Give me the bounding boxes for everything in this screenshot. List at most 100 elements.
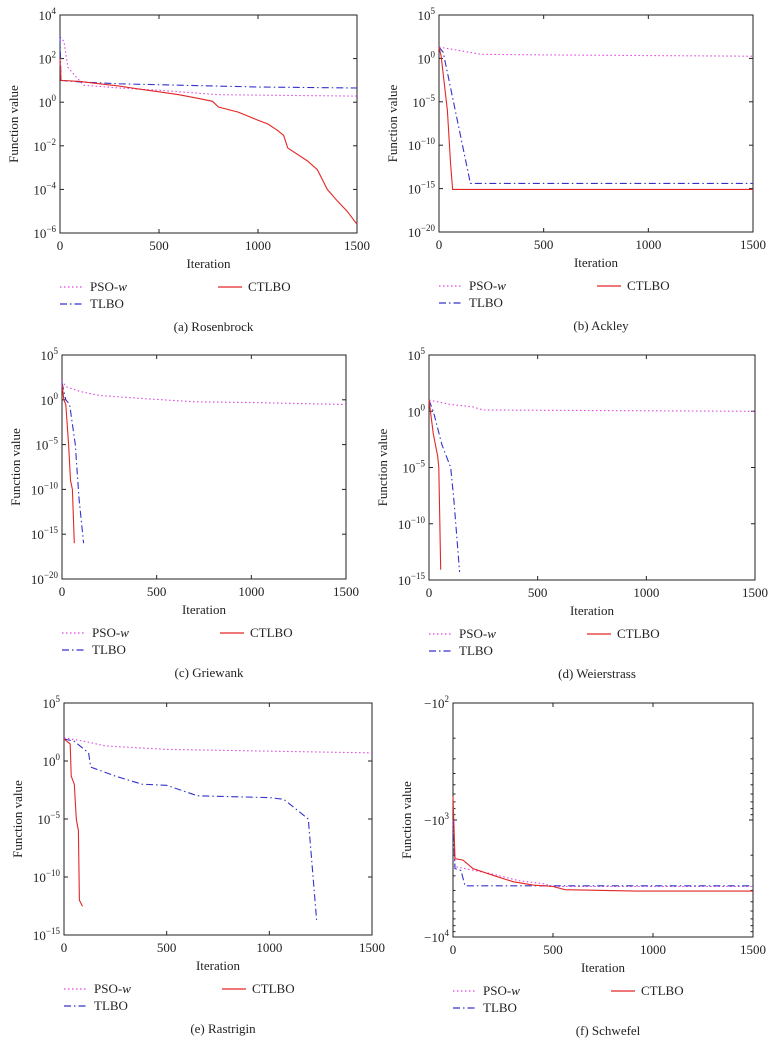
y-axis-label: Function value	[385, 84, 400, 162]
tick-label: 105	[41, 346, 59, 363]
tick-label: 10−5	[412, 93, 435, 110]
legend-label-pso-w: PSO-w	[92, 625, 129, 640]
legend-label-pso-w: PSO-w	[469, 278, 506, 293]
legend-label-pso-w: PSO-w	[459, 626, 496, 641]
tick-label: 100	[41, 391, 59, 408]
subplot-3: 0 500 1000 1500 105 100 10−5 10−10 10−15 10−20 Ite…	[8, 346, 359, 680]
subplot-2: 0 500 1000 1500 105 100 10−5 10−10 10−15 10−20 Ite…	[385, 6, 766, 333]
x-tick-label: 1000	[635, 237, 661, 252]
legend-label-tlbo: TLBO	[483, 1000, 517, 1015]
legend-label-ctlbo: CTLBO	[641, 983, 684, 998]
series-line-pso-w	[428, 399, 756, 412]
legend-label-tlbo: TLBO	[469, 295, 503, 310]
x-tick-label: 1000	[640, 942, 666, 957]
legend-label-tlbo: TLBO	[90, 296, 124, 311]
y-axis-label: Function value	[399, 781, 414, 859]
series-line-pso-w	[63, 737, 373, 754]
y-axis-label: Function value	[375, 428, 390, 506]
series-line-ctlbo	[452, 796, 753, 892]
tick-label: 10−5	[35, 436, 58, 453]
x-tick-label: 1500	[740, 942, 766, 957]
tick-label: 105	[408, 346, 426, 363]
x-tick-label: 500	[534, 237, 554, 252]
legend-label-ctlbo: CTLBO	[617, 626, 660, 641]
legend: PSO-w TLBO CTLBO	[429, 626, 660, 658]
x-tick-label: 500	[147, 584, 167, 599]
subplot-caption: (d) Weierstrass	[558, 666, 636, 681]
x-tick-label: 1500	[333, 584, 359, 599]
tick-label: −104	[424, 928, 449, 945]
tick-label: 10−20	[408, 223, 436, 240]
legend-label-ctlbo: CTLBO	[252, 981, 295, 996]
x-axis-label: Iteration	[186, 256, 231, 271]
x-tick-label: 0	[61, 940, 68, 955]
x-tick-label: 0	[57, 238, 64, 253]
tick-label: 100	[43, 752, 61, 769]
plot-area	[452, 702, 754, 938]
x-tick-label: 500	[543, 942, 563, 957]
x-tick-label: 1500	[359, 940, 385, 955]
tick-label: −102	[424, 694, 449, 711]
subplot-1: 0 500 1000 1500 104 102 100 10−2 10−4 10−6 Iterati…	[6, 6, 370, 334]
subplot-caption: (e) Rastrigin	[190, 1021, 256, 1036]
tick-label: 105	[43, 694, 61, 711]
x-axis-label: Iteration	[182, 602, 227, 617]
tick-label: 10−20	[31, 570, 59, 587]
x-tick-label: 1500	[344, 238, 370, 253]
plot-area	[61, 354, 347, 580]
legend-label-pso-w: PSO-w	[94, 981, 131, 996]
legend-label-pso-w: PSO-w	[90, 279, 127, 294]
x-axis-label: Iteration	[196, 958, 241, 973]
x-tick-label: 0	[450, 942, 457, 957]
x-tick-label: 1000	[633, 585, 659, 600]
tick-label: 100	[39, 93, 57, 110]
subplot-caption: (f) Schwefel	[576, 1023, 641, 1038]
subplot-caption: (c) Griewank	[175, 665, 244, 680]
series-line-ctlbo	[61, 384, 75, 544]
x-axis-label: Iteration	[581, 960, 626, 975]
tick-label: 105	[418, 6, 436, 23]
legend-label-ctlbo: CTLBO	[250, 625, 293, 640]
legend: PSO-w TLBO CTLBO	[62, 625, 293, 657]
plot-area	[59, 14, 358, 234]
x-tick-label: 500	[528, 585, 548, 600]
plot-area	[438, 14, 754, 233]
x-axis-label: Iteration	[574, 255, 619, 270]
tick-label: 10−2	[33, 137, 56, 154]
y-axis-label: Function value	[10, 780, 25, 858]
series-line-pso-w	[61, 380, 347, 406]
tick-label: 10−15	[408, 180, 436, 197]
x-tick-label: 1000	[245, 238, 271, 253]
tick-label: 10−10	[398, 515, 426, 532]
x-tick-label: 1500	[742, 585, 768, 600]
series-line-ctlbo	[63, 738, 83, 907]
legend: PSO-w TLBO CTLBO	[439, 278, 670, 310]
legend-label-ctlbo: CTLBO	[248, 279, 291, 294]
series-line-ctlbo	[428, 399, 442, 570]
tick-label: 10−15	[33, 926, 61, 943]
x-tick-label: 1000	[238, 584, 264, 599]
legend-label-pso-w: PSO-w	[483, 983, 520, 998]
tick-label: 102	[39, 50, 57, 67]
series-line-pso-w	[59, 36, 358, 97]
subplot-5: 0 500 1000 1500 105 100 10−5 10−10 10−15 Iteratio…	[10, 694, 385, 1036]
legend: PSO-w TLBO CTLBO	[453, 983, 684, 1015]
subplot-6: 0 500 1000 1500 −102 −103 −104 Iteration Functio…	[399, 694, 766, 1038]
tick-label: 10−10	[33, 868, 61, 885]
tick-label: 100	[418, 49, 436, 66]
x-axis-label: Iteration	[570, 603, 615, 618]
tick-label: 10−15	[398, 571, 426, 588]
tick-label: 10−15	[31, 525, 59, 542]
y-axis-label: Function value	[6, 85, 21, 163]
series-line-ctlbo	[59, 58, 358, 225]
x-tick-label: 1500	[740, 237, 766, 252]
series-line-pso-w	[452, 819, 753, 888]
plot-area	[428, 354, 756, 581]
legend-label-ctlbo: CTLBO	[627, 278, 670, 293]
tick-label: 104	[39, 6, 57, 23]
legend: PSO-w TLBO CTLBO	[60, 279, 291, 311]
series-line-tlbo	[63, 738, 318, 920]
subplot-4: 0 500 1000 1500 105 100 10−5 10−10 10−15 Iteratio…	[375, 346, 768, 681]
